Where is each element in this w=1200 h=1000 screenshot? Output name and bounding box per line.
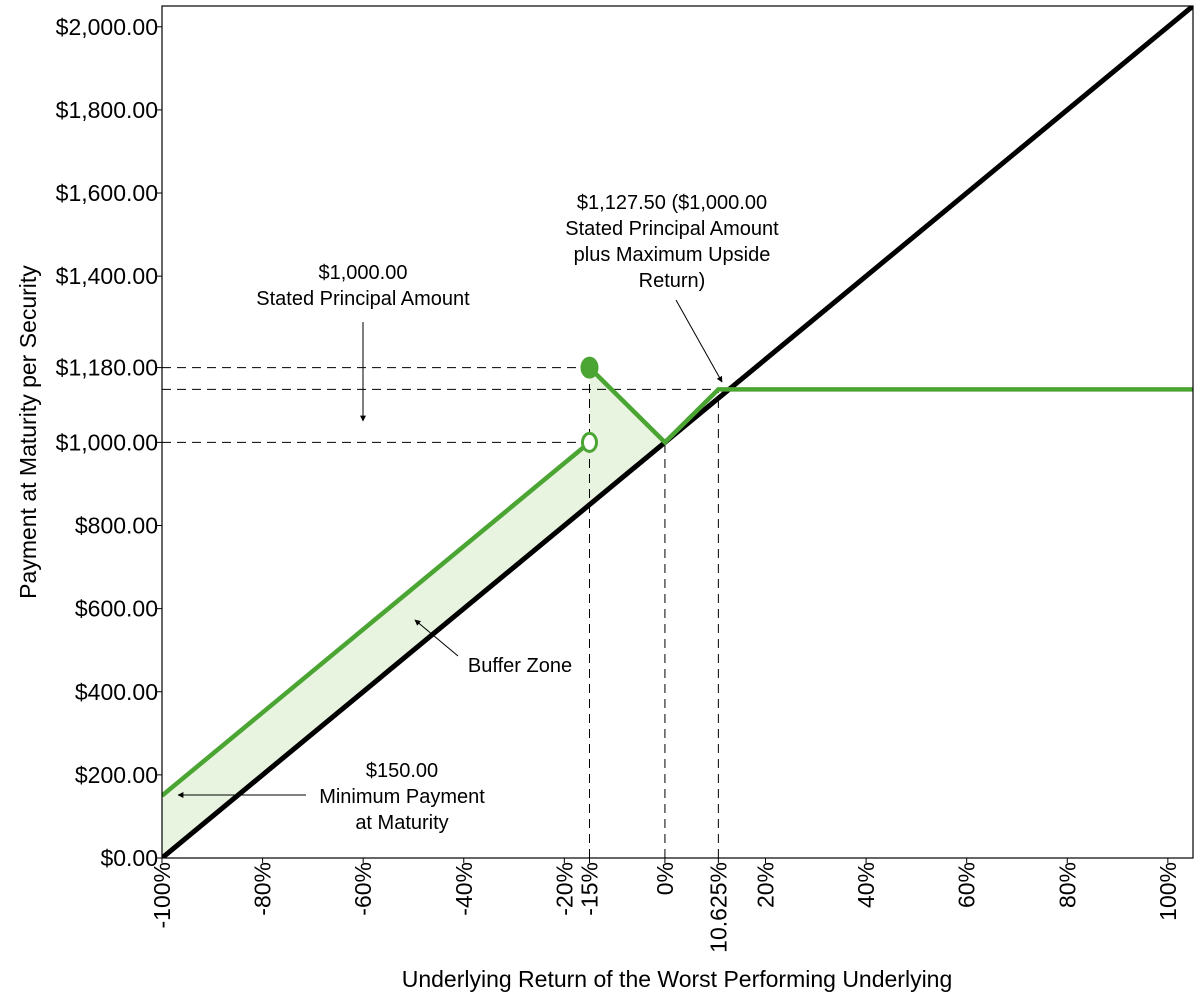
annotation-principal-line-2: Stated Principal Amount (256, 288, 470, 310)
annotation-max-return-line-3: plus Maximum Upside (574, 244, 771, 266)
payment-line-segment-0 (162, 440, 591, 798)
annotation-minimum-line-3: at Maturity (355, 812, 448, 834)
x-tick-label: 80% (1054, 862, 1080, 908)
y-tick-label: $400.00 (75, 679, 158, 705)
annotation-principal-line-1: $1,000.00 (319, 262, 408, 284)
x-tick-label: -20% (551, 862, 577, 916)
x-axis-ticks: -100% -80% -60% -40% -20% -15% 0% 10.625% 20% 40%… (149, 858, 1181, 953)
buffer-zone-shading (162, 367, 665, 858)
payoff-markers (580, 356, 599, 453)
annotation-max-return-line-2: Stated Principal Amount (565, 218, 779, 240)
annotation-max-return-line-1: $1,127.50 ($1,000.00 (577, 192, 767, 214)
y-tick-label: $200.00 (75, 762, 158, 788)
x-tick-label: -80% (250, 862, 276, 916)
x-axis-title: Underlying Return of the Worst Performin… (402, 966, 953, 992)
series-lines (162, 6, 1193, 858)
y-tick-label: $1,000.00 (56, 429, 158, 455)
annotation-buffer-zone: Buffer Zone (468, 655, 572, 677)
buffer-zone-area (162, 367, 665, 858)
x-tick-label: 10.625% (705, 862, 731, 953)
payment-line-segment-1 (587, 365, 1193, 446)
annotation-max-return-line-4: Return) (639, 270, 706, 292)
x-tick-label: 60% (954, 862, 980, 908)
plot-area (162, 6, 1193, 858)
y-axis-title: Payment at Maturity per Security (15, 265, 41, 599)
x-tick-label: 40% (853, 862, 879, 908)
x-tick-label: 100% (1155, 862, 1181, 921)
x-tick-label: -100% (149, 862, 175, 928)
y-tick-label: $600.00 (75, 596, 158, 622)
x-tick-label: 20% (753, 862, 779, 908)
x-tick-label: 0% (652, 862, 678, 895)
y-tick-label: $1,400.00 (56, 263, 158, 289)
y-tick-label: $2,000.00 (56, 14, 158, 40)
annotation-max-return-arrow (675, 299, 723, 383)
x-tick-label: -15% (576, 862, 602, 916)
y-tick-label: $0.00 (100, 845, 158, 871)
y-tick-label: $1,600.00 (56, 180, 158, 206)
y-tick-label: $1,180.00 (56, 355, 158, 381)
annotation-minimum-line-1: $150.00 (366, 760, 438, 782)
annotation-minimum-line-2: Minimum Payment (319, 786, 485, 808)
filled-marker-0 (580, 356, 599, 379)
x-tick-label: -40% (451, 862, 477, 916)
annotation-buffer-arrow (414, 619, 459, 657)
annotations: $1,000.00 Stated Principal Amount $1,127… (177, 192, 779, 834)
y-axis-ticks: $0.00 $200.00 $400.00 $600.00 $800.00 $1,000.… (56, 14, 162, 871)
x-tick-label: -60% (350, 862, 376, 916)
y-tick-label: $1,800.00 (56, 97, 158, 123)
plot-frame (161, 5, 1194, 859)
y-tick-label: $800.00 (75, 513, 158, 539)
reference-lines (162, 367, 1193, 858)
open-marker-1 (580, 431, 598, 453)
